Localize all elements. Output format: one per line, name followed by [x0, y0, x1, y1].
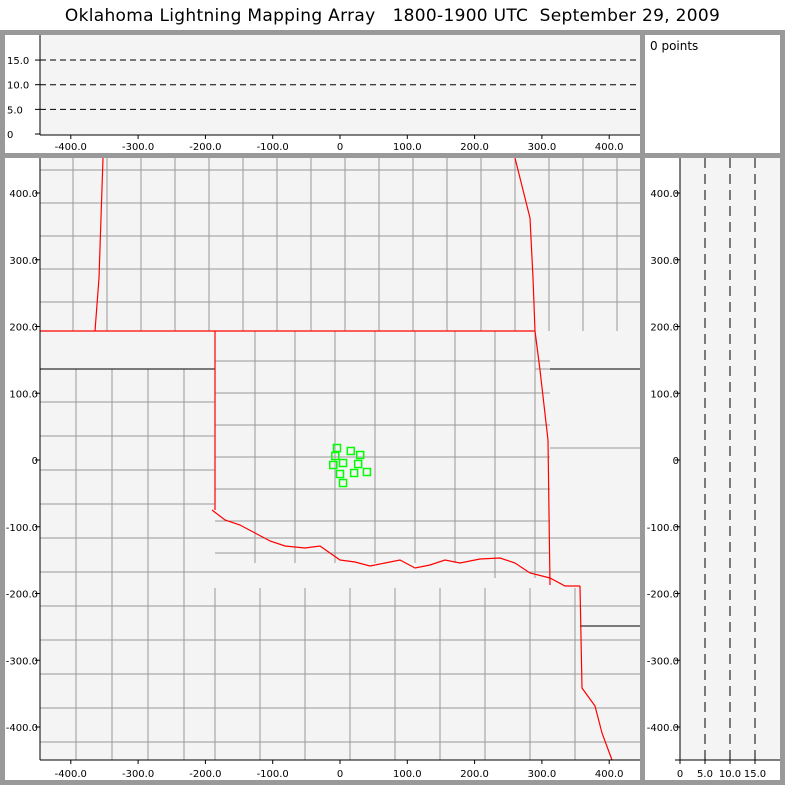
- y-tick-label: 10.0: [7, 81, 29, 92]
- lma-station-marker: [338, 478, 348, 488]
- y-tick-label: -200.0: [647, 590, 679, 601]
- x-tick-label: -200.0: [189, 769, 221, 780]
- x-tick-label: 100.0: [393, 142, 422, 153]
- y-tick-label: 15.0: [7, 56, 29, 67]
- lma-station-marker: [329, 460, 338, 470]
- y-tick-label: 400.0: [9, 189, 38, 200]
- altitude-vs-x-panel[interactable]: 0 5.0 10.0 15.0 -400.0 -300.0 -200.0 -100.0 0 100…: [5, 35, 640, 153]
- lma-station-marker: [349, 468, 359, 478]
- y-tick-label: 0: [7, 130, 13, 141]
- lma-station-marker: [338, 458, 348, 468]
- colorado-kansas-border: [94, 158, 104, 332]
- y-tick-label: -100.0: [647, 523, 679, 534]
- x-tick-label: 0: [677, 769, 683, 780]
- x-tick-label: -100.0: [257, 769, 289, 780]
- x-tick-label: -300.0: [122, 142, 154, 153]
- lma-station-marker: [331, 451, 340, 461]
- altitude-vs-y-panel[interactable]: 400.0 300.0 200.0 100.0 0 -100.0 -200.0 -300.0 -…: [645, 158, 780, 780]
- x-tick-label: 0: [337, 142, 343, 153]
- lma-station-marker: [346, 446, 356, 456]
- x-tick-label: 200.0: [460, 142, 489, 153]
- x-tick-label: 100.0: [393, 769, 422, 780]
- y-tick-label: 200.0: [9, 323, 38, 334]
- x-tick-label: -200.0: [189, 142, 221, 153]
- kansas-missouri-border: [514, 158, 536, 332]
- y-tick-label: -300.0: [647, 656, 679, 667]
- info-panel: 0 points: [645, 35, 780, 153]
- x-tick-label: -300.0: [122, 769, 154, 780]
- points-count: 0 points: [650, 39, 699, 53]
- x-tick-label: 400.0: [595, 769, 624, 780]
- lma-station-marker: [362, 467, 372, 477]
- y-tick-label: 400.0: [650, 189, 679, 200]
- x-tick-label: -400.0: [55, 142, 87, 153]
- lma-station-marker: [355, 450, 365, 460]
- lma-station-marker: [332, 443, 342, 453]
- y-tick-label: 200.0: [650, 323, 679, 334]
- map-plot: 400.0 300.0 200.0 100.0 0 -100.0 -200.0 -300.0 -…: [6, 158, 640, 780]
- x-tick-label: 0: [337, 769, 343, 780]
- y-tick-label: 100.0: [650, 389, 679, 400]
- y-tick-label: 0: [32, 456, 38, 467]
- texas-arkansas-border: [579, 585, 613, 761]
- y-tick-label: -400.0: [647, 723, 679, 734]
- x-tick-label: 15.0: [744, 769, 766, 780]
- y-tick-label: 300.0: [9, 256, 38, 267]
- y-tick-label: -100.0: [6, 523, 38, 534]
- x-tick-label: -400.0: [55, 769, 87, 780]
- x-tick-label: 5.0: [697, 769, 713, 780]
- county-borders: [40, 158, 640, 760]
- lma-station-marker: [353, 459, 363, 469]
- x-tick-label: 400.0: [595, 142, 624, 153]
- y-tick-label: -200.0: [6, 590, 38, 601]
- y-tick-label: -400.0: [6, 723, 38, 734]
- x-tick-label: -100.0: [257, 142, 289, 153]
- lma-station-marker: [335, 469, 345, 479]
- y-tick-label: 5.0: [7, 105, 23, 116]
- y-tick-label: -300.0: [6, 656, 38, 667]
- x-tick-label: 10.0: [719, 769, 741, 780]
- plan-view-map[interactable]: 400.0 300.0 200.0 100.0 0 -100.0 -200.0 -300.0 -…: [5, 158, 640, 780]
- x-tick-label: 200.0: [460, 769, 489, 780]
- red-river-border: [211, 509, 580, 587]
- oklahoma-east-border: [534, 330, 551, 586]
- plot-area: [680, 158, 780, 760]
- y-tick-label: 0: [673, 456, 679, 467]
- window-title: Oklahoma Lightning Mapping Array 1800-19…: [0, 0, 785, 30]
- altitude-x-plot: 0 5.0 10.0 15.0 -400.0 -300.0 -200.0 -100.0 0 100…: [7, 35, 640, 153]
- y-tick-label: 100.0: [9, 389, 38, 400]
- y-tick-label: 300.0: [650, 256, 679, 267]
- x-tick-label: 300.0: [528, 142, 557, 153]
- x-tick-label: 300.0: [528, 769, 557, 780]
- altitude-y-plot: 400.0 300.0 200.0 100.0 0 -100.0 -200.0 -300.0 -…: [647, 158, 780, 780]
